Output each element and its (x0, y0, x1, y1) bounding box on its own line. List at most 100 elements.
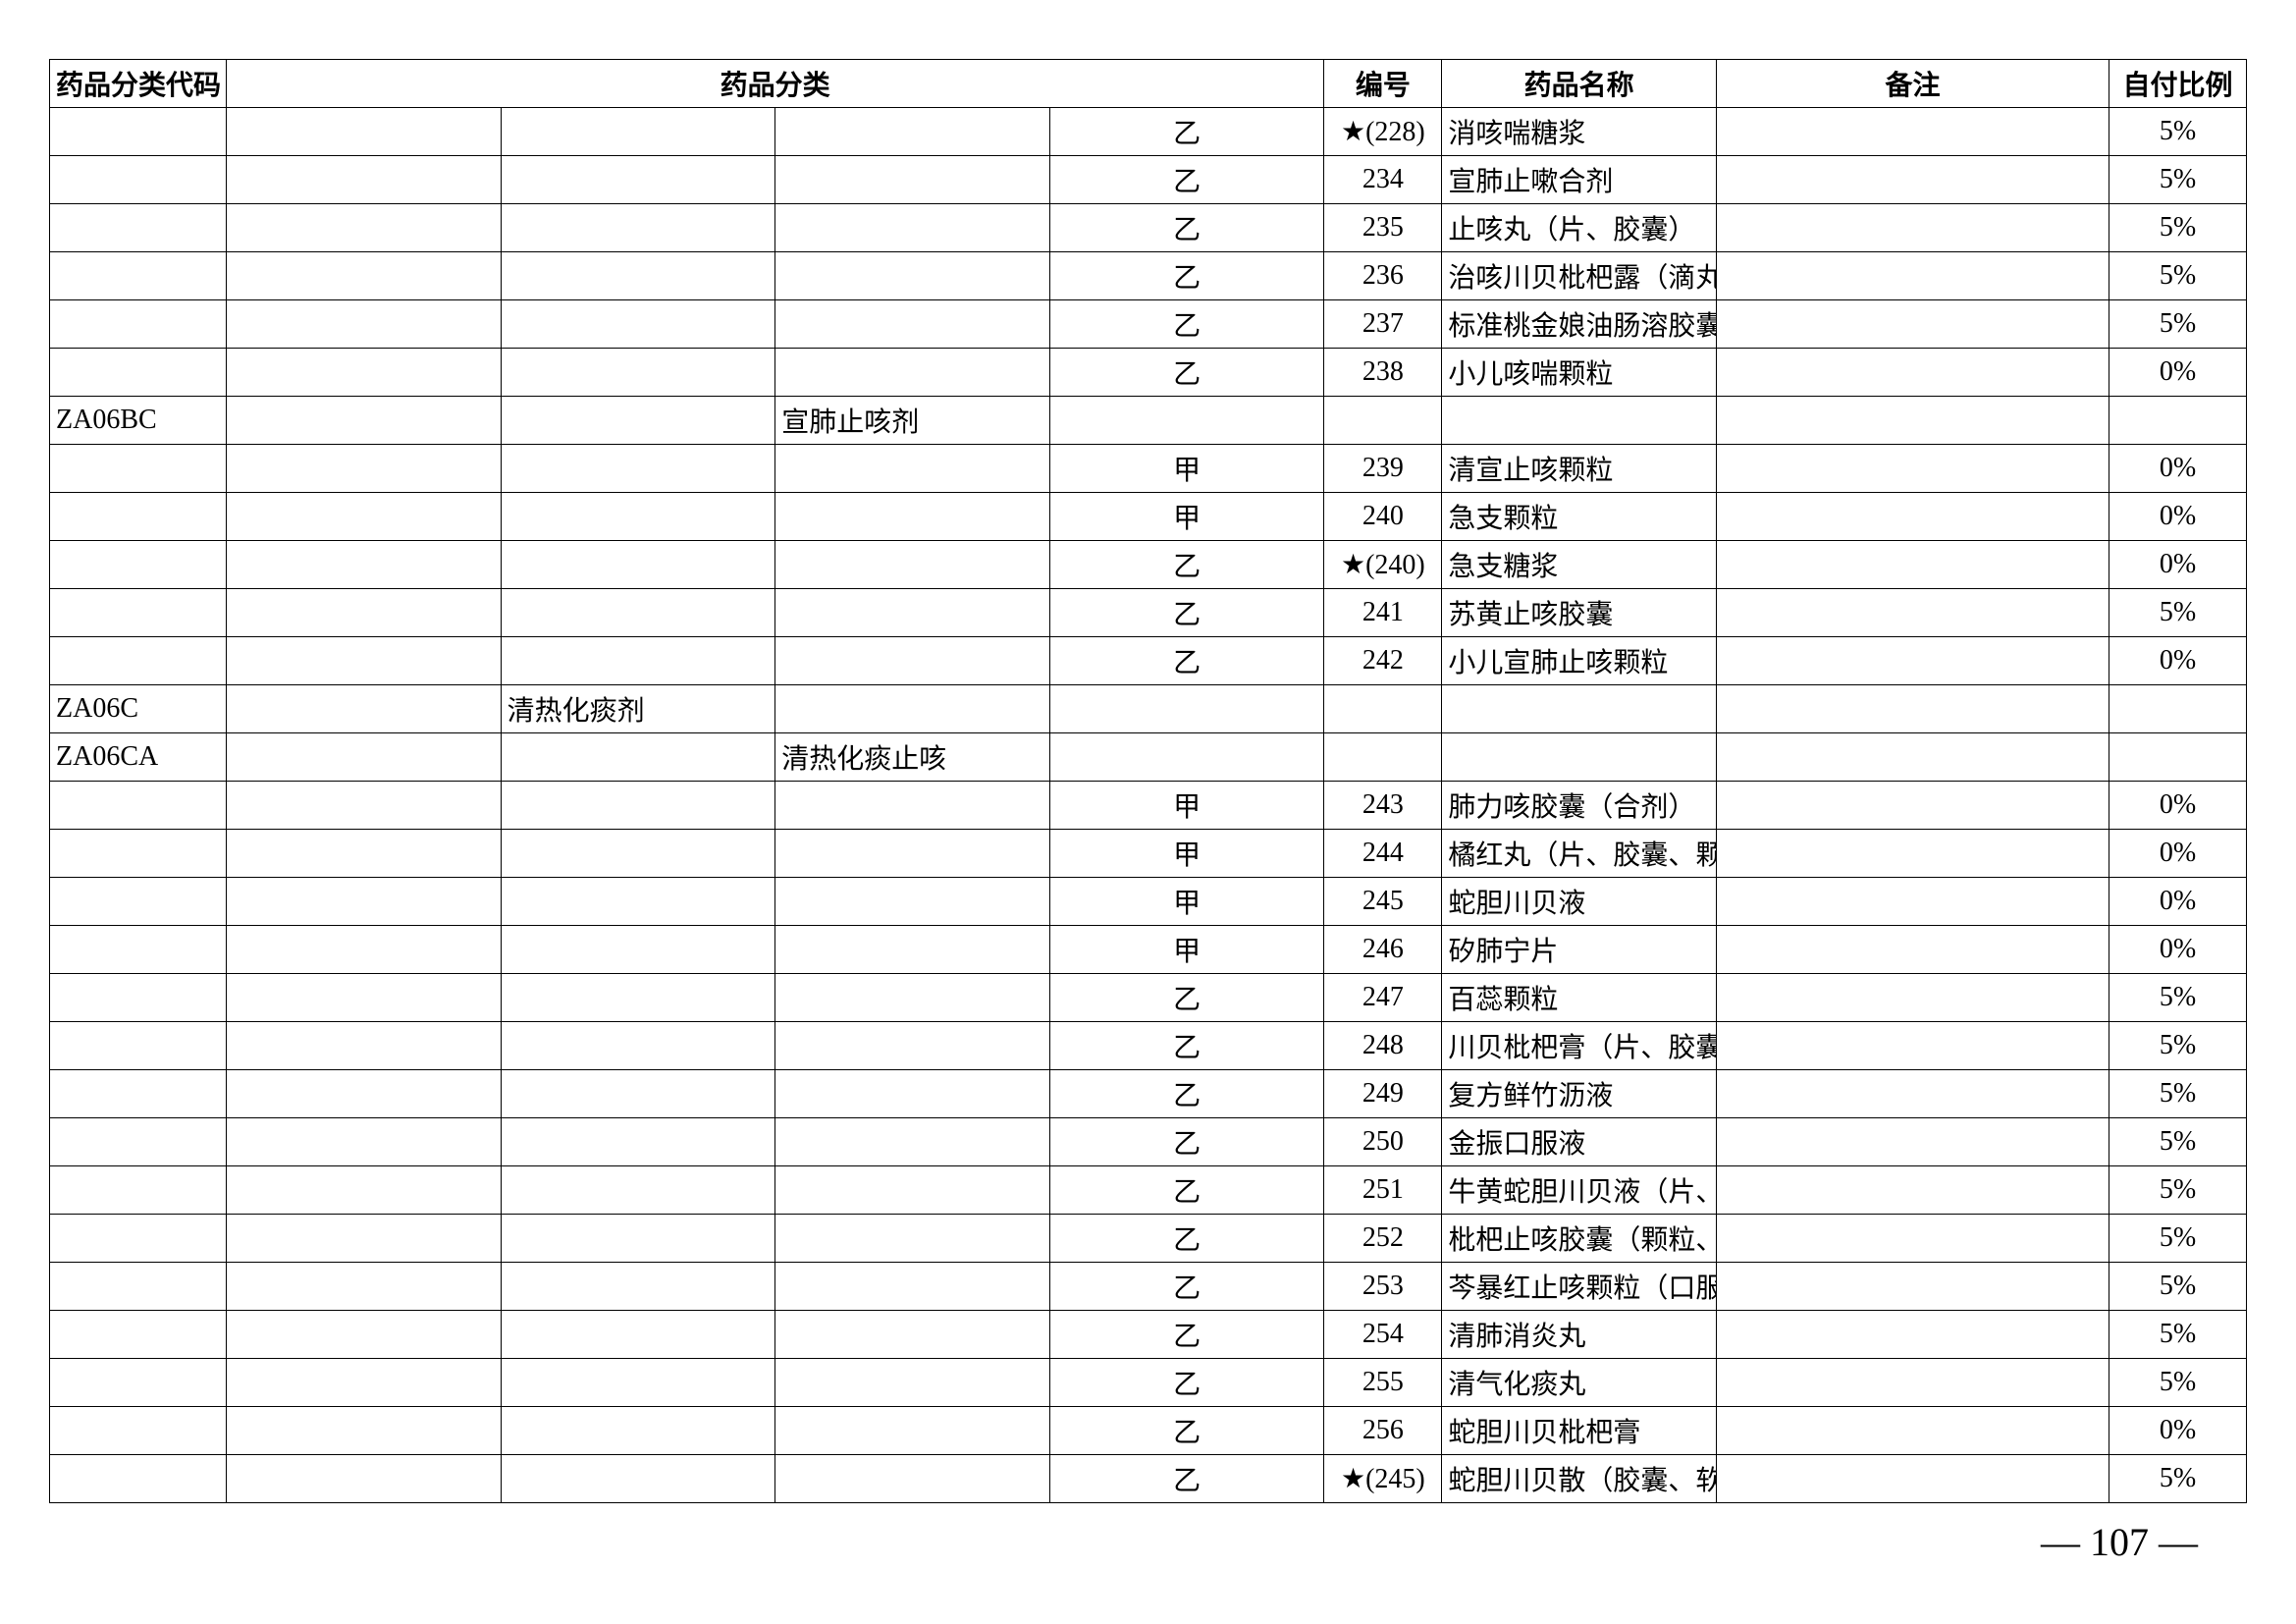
cell-cat1 (227, 685, 502, 733)
cell-cat1 (227, 1455, 502, 1503)
table-row: 乙★(245)蛇胆川贝散（胶囊、软胶囊）5% (50, 1455, 2247, 1503)
cell-ratio: 5% (2109, 108, 2247, 156)
cell-code: ZA06BC (50, 397, 227, 445)
cell-ratio: 5% (2109, 1118, 2247, 1166)
cell-cat3 (775, 156, 1050, 204)
cell-name: 急支糖浆 (1442, 541, 1717, 589)
cell-code (50, 878, 227, 926)
cell-cat1 (227, 108, 502, 156)
cell-code (50, 1407, 227, 1455)
cell-ratio: 5% (2109, 1022, 2247, 1070)
header-code: 药品分类代码 (50, 60, 227, 108)
cell-ratio: 0% (2109, 493, 2247, 541)
cell-note (1717, 637, 2109, 685)
cell-cat4: 乙 (1049, 541, 1324, 589)
cell-ratio (2109, 685, 2247, 733)
header-note: 备注 (1717, 60, 2109, 108)
cell-code (50, 974, 227, 1022)
cell-name: 蛇胆川贝液 (1442, 878, 1717, 926)
cell-name (1442, 733, 1717, 782)
cell-ratio: 5% (2109, 1311, 2247, 1359)
cell-cat4 (1049, 685, 1324, 733)
cell-ratio: 5% (2109, 204, 2247, 252)
table-row: 乙252枇杷止咳胶囊（颗粒、软胶囊）5% (50, 1215, 2247, 1263)
cell-number: 236 (1324, 252, 1442, 300)
cell-cat4: 乙 (1049, 1455, 1324, 1503)
cell-name: 金振口服液 (1442, 1118, 1717, 1166)
cell-cat4: 甲 (1049, 878, 1324, 926)
cell-note (1717, 589, 2109, 637)
cell-cat3: 清热化痰止咳 (775, 733, 1050, 782)
cell-note (1717, 878, 2109, 926)
cell-ratio: 5% (2109, 1166, 2247, 1215)
cell-code (50, 782, 227, 830)
cell-cat4: 甲 (1049, 445, 1324, 493)
cell-cat2 (501, 733, 775, 782)
cell-code (50, 541, 227, 589)
cell-cat3: 宣肺止咳剂 (775, 397, 1050, 445)
cell-code (50, 589, 227, 637)
cell-ratio: 0% (2109, 926, 2247, 974)
table-row: 乙248川贝枇杷膏（片、胶囊、颗粒、糖浆）5% (50, 1022, 2247, 1070)
cell-name: 牛黄蛇胆川贝液（片、胶囊、散、滴丸） (1442, 1166, 1717, 1215)
cell-name: 橘红丸（片、胶囊、颗粒） (1442, 830, 1717, 878)
cell-cat3 (775, 1118, 1050, 1166)
cell-code (50, 830, 227, 878)
cell-name: 小儿咳喘颗粒 (1442, 349, 1717, 397)
cell-note (1717, 685, 2109, 733)
table-row: 甲240急支颗粒0% (50, 493, 2247, 541)
cell-name (1442, 685, 1717, 733)
table-row: 乙254清肺消炎丸5% (50, 1311, 2247, 1359)
cell-number: 238 (1324, 349, 1442, 397)
cell-number: 235 (1324, 204, 1442, 252)
cell-cat4: 乙 (1049, 1166, 1324, 1215)
cell-cat3 (775, 878, 1050, 926)
cell-cat4: 乙 (1049, 589, 1324, 637)
table-row: 乙253芩暴红止咳颗粒（口服液）5% (50, 1263, 2247, 1311)
cell-number (1324, 733, 1442, 782)
cell-ratio: 5% (2109, 300, 2247, 349)
table-row: 乙251牛黄蛇胆川贝液（片、胶囊、散、滴丸）5% (50, 1166, 2247, 1215)
cell-code (50, 156, 227, 204)
cell-number: 246 (1324, 926, 1442, 974)
cell-cat3 (775, 685, 1050, 733)
cell-cat1 (227, 1022, 502, 1070)
cell-cat2 (501, 1166, 775, 1215)
cell-note (1717, 541, 2109, 589)
cell-cat1 (227, 156, 502, 204)
cell-ratio: 5% (2109, 1070, 2247, 1118)
cell-cat4: 甲 (1049, 830, 1324, 878)
cell-cat4 (1049, 397, 1324, 445)
cell-ratio: 5% (2109, 252, 2247, 300)
cell-note (1717, 1311, 2109, 1359)
cell-code (50, 637, 227, 685)
cell-code: ZA06C (50, 685, 227, 733)
cell-code (50, 493, 227, 541)
table-row: 乙255清气化痰丸5% (50, 1359, 2247, 1407)
cell-cat4: 乙 (1049, 156, 1324, 204)
cell-note (1717, 397, 2109, 445)
cell-number: 234 (1324, 156, 1442, 204)
cell-ratio: 0% (2109, 830, 2247, 878)
cell-code (50, 1215, 227, 1263)
cell-cat4: 乙 (1049, 1407, 1324, 1455)
cell-note (1717, 1070, 2109, 1118)
cell-note (1717, 108, 2109, 156)
cell-number (1324, 397, 1442, 445)
cell-cat1 (227, 637, 502, 685)
cell-note (1717, 1166, 2109, 1215)
cell-code (50, 1359, 227, 1407)
cell-number: 242 (1324, 637, 1442, 685)
cell-cat1 (227, 445, 502, 493)
cell-cat1 (227, 397, 502, 445)
cell-cat4 (1049, 733, 1324, 782)
cell-name: 蛇胆川贝散（胶囊、软胶囊） (1442, 1455, 1717, 1503)
cell-cat3 (775, 541, 1050, 589)
cell-name: 小儿宣肺止咳颗粒 (1442, 637, 1717, 685)
cell-ratio: 0% (2109, 1407, 2247, 1455)
cell-number: 249 (1324, 1070, 1442, 1118)
cell-name: 宣肺止嗽合剂 (1442, 156, 1717, 204)
table-row: 乙250金振口服液5% (50, 1118, 2247, 1166)
cell-ratio: 0% (2109, 878, 2247, 926)
cell-name: 急支颗粒 (1442, 493, 1717, 541)
